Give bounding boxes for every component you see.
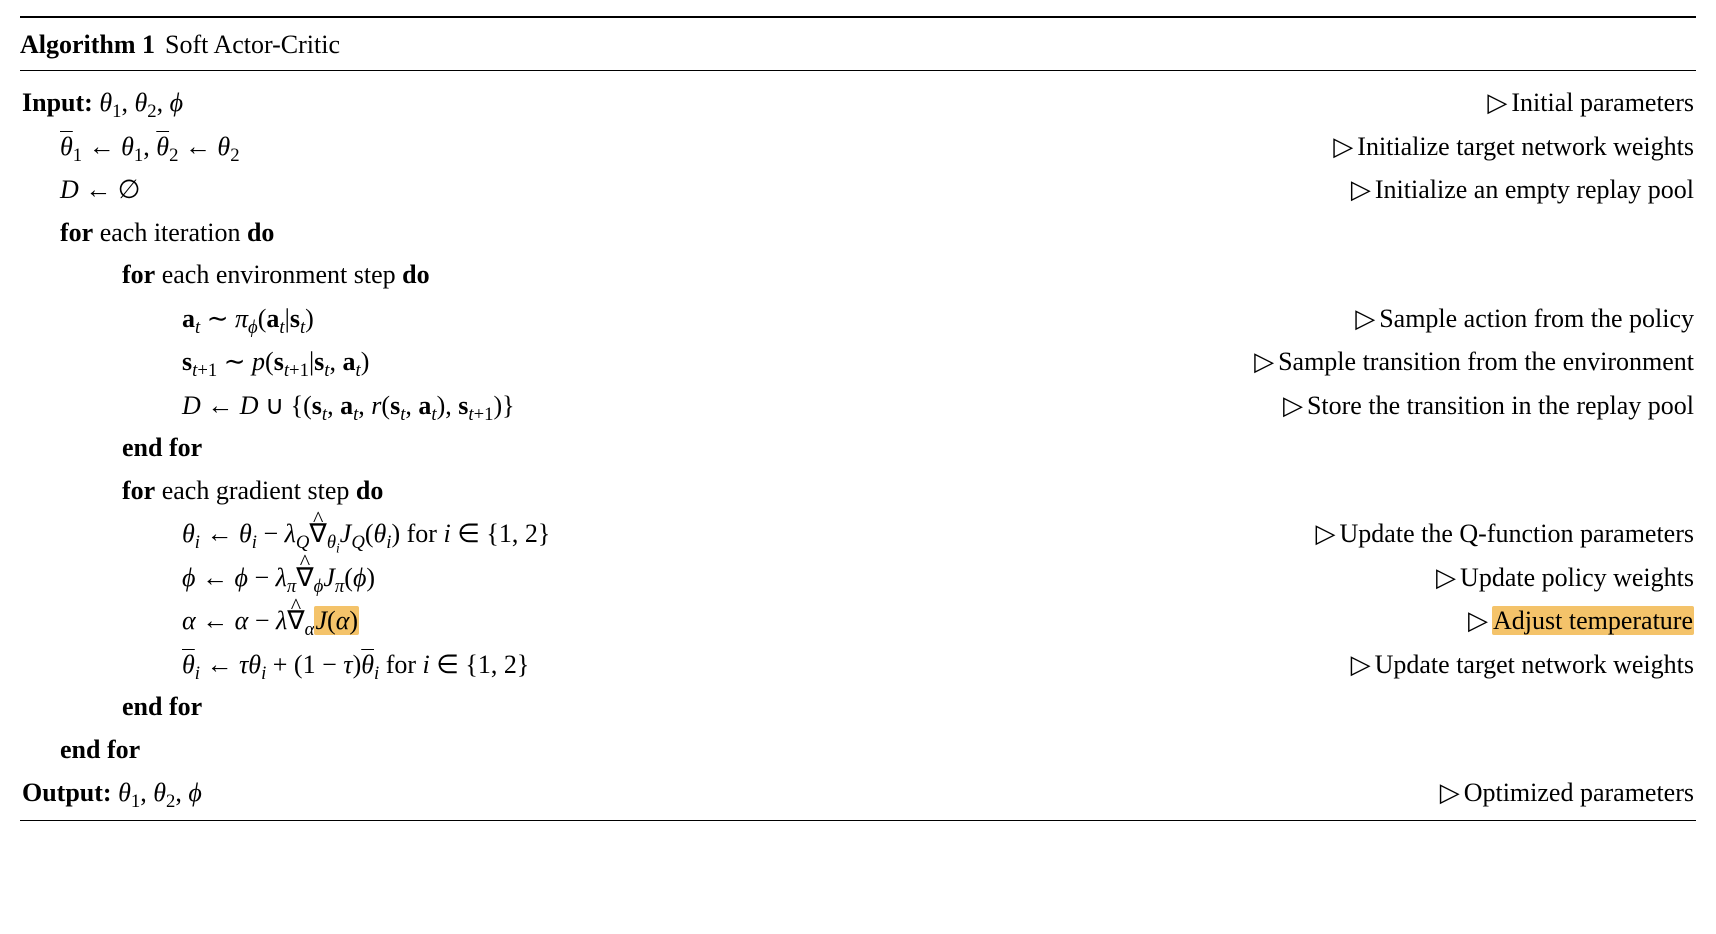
init-theta-bar-comment: ▷Initialize target network weights	[1333, 127, 1694, 166]
grad-step-4: θi ← τθi + (1 − τ)θi for i ∈ {1, 2} ▷Upd…	[22, 643, 1694, 686]
for-grad: for each gradient step do	[22, 470, 1694, 512]
grad-step-1-comment: ▷Update the Q-function parameters	[1316, 514, 1694, 553]
grad-step-1-math: θi ← θi − λQ∇θiJQ(θi) for i ∈ {1, 2}	[182, 515, 550, 553]
env-step-3-comment: ▷Store the transition in the replay pool	[1283, 386, 1694, 425]
grad-step-4-math: θi ← τθi + (1 − τ)θi for i ∈ {1, 2}	[182, 646, 529, 684]
for-outer-kw1: for	[60, 214, 93, 252]
end-for-env-kw: end for	[122, 429, 202, 467]
env-step-1-math: at ∼ πϕ(at|st)	[182, 300, 314, 338]
output-comment: ▷Optimized parameters	[1440, 773, 1694, 812]
input-math: θ1, θ2, ϕ	[99, 84, 183, 122]
for-env-kw2: do	[402, 256, 429, 294]
grad-step-2-math: ϕ ← ϕ − λπ∇ϕJπ(ϕ)	[182, 559, 375, 597]
output-row: Output: θ1, θ2, ϕ ▷Optimized parameters	[22, 771, 1694, 814]
grad-step-1: θi ← θi − λQ∇θiJQ(θi) for i ∈ {1, 2} ▷Up…	[22, 512, 1694, 555]
init-theta-bar: θ1 ← θ1, θ2 ← θ2 ▷Initialize target netw…	[22, 125, 1694, 168]
algo-body: Input: θ1, θ2, ϕ ▷Initial parameters θ1 …	[20, 81, 1696, 814]
init-D-comment: ▷Initialize an empty replay pool	[1351, 170, 1694, 209]
algo-header: Algorithm 1 Soft Actor-Critic	[20, 22, 1696, 70]
grad-step-4-comment: ▷Update target network weights	[1351, 645, 1694, 684]
rule-bot	[20, 820, 1696, 821]
end-for-outer-kw: end for	[60, 731, 140, 769]
end-for-env: end for	[22, 427, 1694, 469]
env-step-1-comment: ▷Sample action from the policy	[1355, 299, 1694, 338]
input-comment: ▷Initial parameters	[1487, 83, 1694, 122]
for-outer-text: each iteration	[100, 214, 241, 252]
grad-step-2: ϕ ← ϕ − λπ∇ϕJπ(ϕ) ▷Update policy weights	[22, 556, 1694, 599]
env-step-2: st+1 ∼ p(st+1|st, at) ▷Sample transition…	[22, 340, 1694, 383]
env-step-3-math: D ← D ∪ {(st, at, r(st, at), st+1)}	[182, 387, 515, 425]
for-env-kw1: for	[122, 256, 155, 294]
for-grad-kw1: for	[122, 472, 155, 510]
env-step-2-comment: ▷Sample transition from the environment	[1254, 342, 1694, 381]
env-step-2-math: st+1 ∼ p(st+1|st, at)	[182, 343, 369, 381]
grad-step-3: α ← α − λ∇αJ(α) ▷Adjust temperature	[22, 599, 1694, 642]
for-outer: for each iteration do	[22, 212, 1694, 254]
input-row: Input: θ1, θ2, ϕ ▷Initial parameters	[22, 81, 1694, 124]
env-step-3: D ← D ∪ {(st, at, r(st, at), st+1)} ▷Sto…	[22, 384, 1694, 427]
env-step-1: at ∼ πϕ(at|st) ▷Sample action from the p…	[22, 297, 1694, 340]
rule-top	[20, 16, 1696, 18]
algo-title: Soft Actor-Critic	[165, 26, 340, 64]
for-env: for each environment step do	[22, 254, 1694, 296]
output-math: θ1, θ2, ϕ	[118, 774, 202, 812]
grad-step-2-comment: ▷Update policy weights	[1436, 558, 1694, 597]
end-for-grad-kw: end for	[122, 688, 202, 726]
init-D: D ← ∅ ▷Initialize an empty replay pool	[22, 168, 1694, 211]
grad-step-3-math: α ← α − λ∇αJ(α)	[182, 602, 359, 640]
init-D-math: D ← ∅	[60, 171, 140, 209]
grad-step-3-comment: ▷Adjust temperature	[1468, 601, 1694, 640]
for-grad-kw2: do	[356, 472, 383, 510]
end-for-outer: end for	[22, 729, 1694, 771]
init-theta-bar-math: θ1 ← θ1, θ2 ← θ2	[60, 128, 240, 166]
for-env-text: each environment step	[162, 256, 396, 294]
rule-mid	[20, 70, 1696, 71]
end-for-grad: end for	[22, 686, 1694, 728]
for-outer-kw2: do	[247, 214, 274, 252]
input-kw: Input:	[22, 84, 93, 122]
output-kw: Output:	[22, 774, 112, 812]
algo-label: Algorithm 1	[20, 26, 155, 64]
